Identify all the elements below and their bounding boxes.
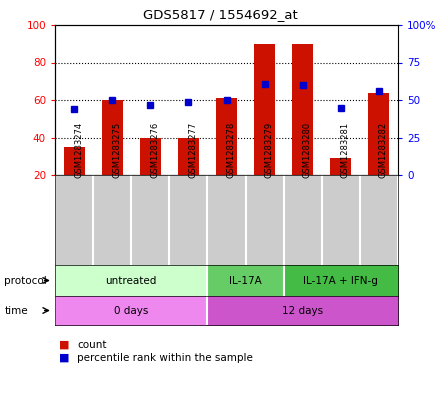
Text: GSM1283275: GSM1283275 <box>112 121 121 178</box>
Text: GSM1283276: GSM1283276 <box>150 121 159 178</box>
Text: IL-17A: IL-17A <box>229 275 262 285</box>
Text: GDS5817 / 1554692_at: GDS5817 / 1554692_at <box>143 8 297 21</box>
Bar <box>102 100 123 175</box>
Text: 0 days: 0 days <box>114 305 148 316</box>
Text: ■: ■ <box>59 340 70 350</box>
Bar <box>292 44 313 175</box>
Text: untreated: untreated <box>106 275 157 285</box>
Text: protocol: protocol <box>4 275 47 285</box>
Bar <box>216 98 237 175</box>
Text: time: time <box>4 305 28 316</box>
Bar <box>140 138 161 175</box>
Bar <box>254 44 275 175</box>
Text: percentile rank within the sample: percentile rank within the sample <box>77 353 253 363</box>
Bar <box>178 138 199 175</box>
Text: count: count <box>77 340 106 350</box>
Text: 12 days: 12 days <box>282 305 323 316</box>
Text: GSM1283282: GSM1283282 <box>379 121 388 178</box>
Text: GSM1283280: GSM1283280 <box>303 121 312 178</box>
Text: ■: ■ <box>59 353 70 363</box>
Text: GSM1283281: GSM1283281 <box>341 121 350 178</box>
Text: IL-17A + IFN-g: IL-17A + IFN-g <box>304 275 378 285</box>
Text: GSM1283277: GSM1283277 <box>188 121 198 178</box>
Text: GSM1283279: GSM1283279 <box>264 121 274 178</box>
Bar <box>63 147 84 175</box>
Text: GSM1283274: GSM1283274 <box>74 121 83 178</box>
Text: GSM1283278: GSM1283278 <box>227 121 235 178</box>
Bar <box>368 92 389 175</box>
Bar <box>330 158 351 175</box>
